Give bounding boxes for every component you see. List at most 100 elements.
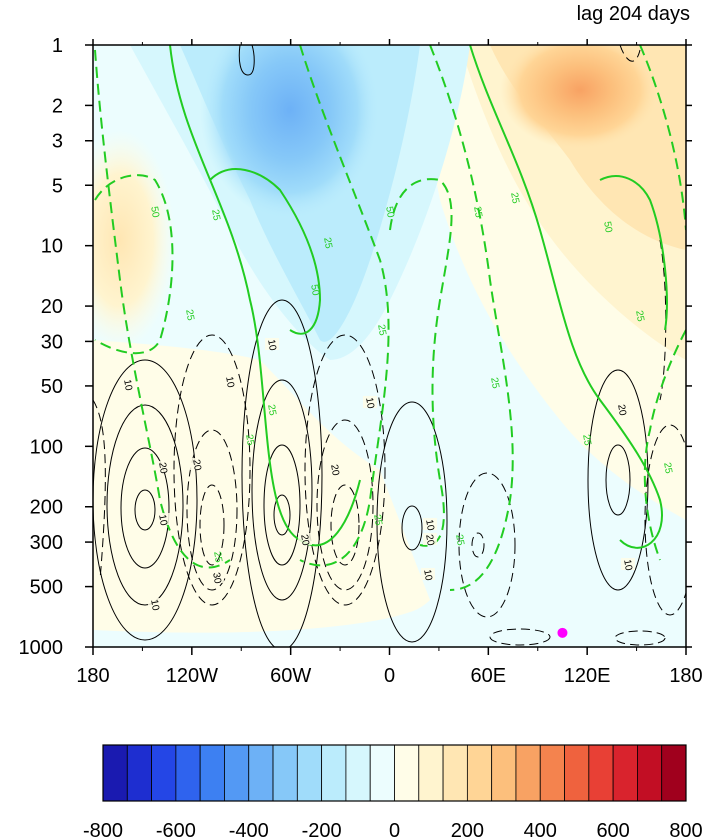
contour-neg-6 <box>614 630 666 646</box>
contour-label-green: 25 <box>265 404 278 417</box>
contour-pos-3a <box>376 401 448 643</box>
colorbar-swatch <box>637 744 663 802</box>
contour-neg-left-edge <box>93 399 106 581</box>
contour-neg-2a <box>304 334 386 606</box>
x-tick-label: 180 <box>669 665 702 687</box>
colorbar-swatch <box>612 744 638 802</box>
y-tick-label: 50 <box>41 376 63 398</box>
contour-label-bg <box>156 461 170 473</box>
colorbar-label: -200 <box>302 820 342 838</box>
contour-label-bg <box>121 378 135 390</box>
contour-neg-5 <box>489 628 551 646</box>
contour-label-green: 25 <box>508 192 521 205</box>
colorbar-swatch <box>272 744 298 802</box>
contour-label: 10 <box>265 339 278 352</box>
colorbar-swatch <box>126 744 152 802</box>
contour-neg-1c <box>199 484 225 566</box>
colorbar-label: 800 <box>669 820 702 838</box>
contour-label: 10 <box>621 559 634 572</box>
colorbar-swatch <box>151 744 177 802</box>
colorbar-swatch <box>564 744 590 802</box>
colorbar-swatch <box>175 744 201 802</box>
x-tick-label: 120E <box>564 665 611 687</box>
contour-label-green: 25 <box>580 434 593 447</box>
contour-neg-1b <box>186 429 238 591</box>
y-tick-label: 1000 <box>19 637 64 659</box>
contour-neg-2b <box>316 419 374 591</box>
contour-label: 20 <box>423 534 436 547</box>
contour-label-green: 50 <box>148 206 161 219</box>
contour-neg-3b <box>471 532 485 558</box>
contour-label: 10 <box>423 519 436 532</box>
shade-blue-max <box>200 45 380 220</box>
contour-label: 10 <box>421 569 434 582</box>
contour-label-green: 25 <box>661 462 674 475</box>
contour-label: 10 <box>363 397 376 410</box>
colorbar-swatch <box>224 744 250 802</box>
contour-label: 20 <box>328 464 341 477</box>
contour-labels-green: 50 25 25 50 25 50 25 25 25 25 25 50 25 25 25 25 25 25 25 <box>148 192 674 564</box>
contour-label-bg <box>423 518 437 530</box>
contour-pos-3b <box>401 505 423 551</box>
black-solid-contours <box>93 45 649 647</box>
colorbar-frame <box>102 744 687 802</box>
contour-pos-1c <box>120 447 170 569</box>
y-tick-label: 200 <box>30 497 63 519</box>
y-tick-label: 100 <box>30 436 63 458</box>
y-tick-label: 300 <box>30 532 63 554</box>
contour-label-bg <box>156 513 170 525</box>
contour-label-bg <box>363 396 377 408</box>
colorbar-swatch <box>442 744 468 802</box>
colorbar-swatch <box>491 744 517 802</box>
colorbar-swatch <box>102 744 128 802</box>
colorbar-label: 0 <box>389 820 400 838</box>
colorbar-label: -400 <box>229 820 269 838</box>
green-dashed-6 <box>639 45 686 231</box>
station-marker <box>557 627 568 638</box>
contour-label: 20 <box>615 404 628 417</box>
y-tick-label: 30 <box>41 331 63 353</box>
contour-label-bg <box>210 571 224 583</box>
green-dashed-contours <box>94 45 686 591</box>
colorbar-swatch <box>248 744 274 802</box>
green-dashed-4 <box>389 178 453 547</box>
x-tick-label: 180 <box>76 665 109 687</box>
contour-label-green: 25 <box>633 310 646 323</box>
contour-pos-2b <box>251 379 313 601</box>
contour-pos-2a <box>241 299 323 647</box>
shading-layer <box>93 45 686 647</box>
contour-label-green: 25 <box>371 514 384 527</box>
shade-orange-max <box>500 45 660 150</box>
colorbar-label: 200 <box>451 820 484 838</box>
green-dashed-1 <box>94 49 231 569</box>
contour-label: 30 <box>210 572 223 585</box>
x-tick-label: 60E <box>471 665 507 687</box>
y-tick-label: 3 <box>52 131 63 153</box>
colorbar-swatch <box>369 744 395 802</box>
y-tick-label: 10 <box>41 236 63 258</box>
colorbar-swatch <box>466 744 493 802</box>
contour-label-bg <box>328 463 342 475</box>
contour-neg-top-a <box>619 45 641 62</box>
colorbar-swatch <box>296 744 323 802</box>
contour-pos-2d <box>273 494 291 536</box>
contour-label-green: 25 <box>209 209 222 222</box>
contour-label-green: 25 <box>488 377 501 390</box>
contour-label-bg <box>148 598 162 610</box>
contour-label-bg <box>265 338 279 350</box>
contour-pos-1d <box>134 489 156 531</box>
contour-neg-1a <box>173 334 251 606</box>
contour-label-bg <box>621 558 635 570</box>
y-tick-label: 20 <box>41 296 63 318</box>
x-tick-label: 120W <box>166 665 218 687</box>
contour-label-green: 25 <box>471 206 484 219</box>
contour-label-bg <box>423 533 437 545</box>
contour-label-bg <box>615 403 629 415</box>
contour-label-green: 25 <box>183 309 196 322</box>
colorbar-swatch <box>515 744 541 802</box>
shade-orange-left <box>93 130 175 350</box>
contour-label: 20 <box>298 534 311 547</box>
y-tick-label: 2 <box>52 95 63 117</box>
contour-label-green: 25 <box>243 434 256 447</box>
contour-label-green: 50 <box>383 206 396 219</box>
